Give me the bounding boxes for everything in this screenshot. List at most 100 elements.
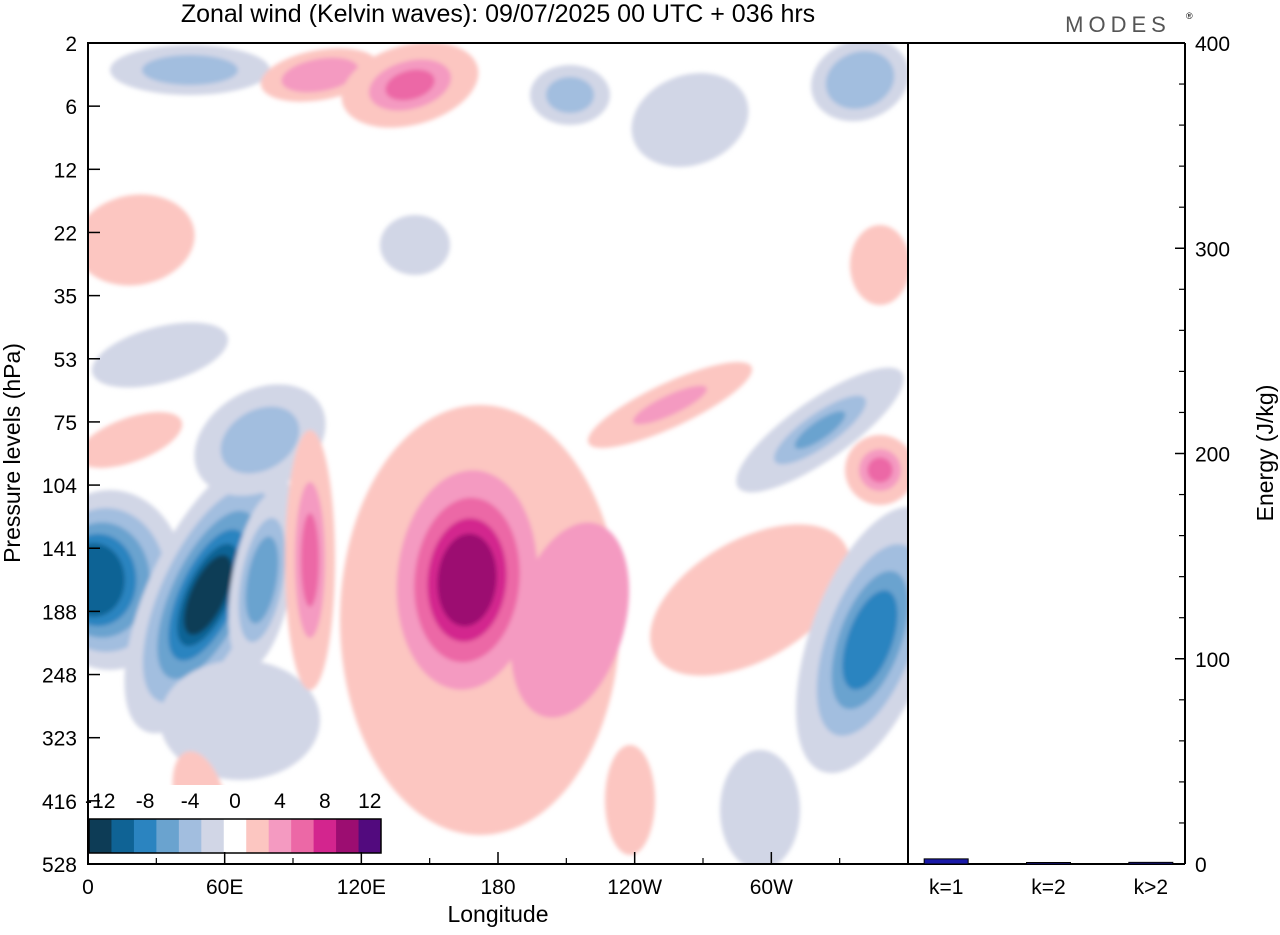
energy-tick-label: 200: [1195, 444, 1230, 467]
pos-190E: [510, 522, 630, 718]
y-tick-label: 248: [42, 665, 77, 688]
pos-band-left-85: [88, 412, 183, 468]
pos-right-mid-band-level: [633, 385, 707, 425]
neg-lower-60W-level: [720, 750, 800, 864]
y-axis: 2 6 12 22 35 53 75 104 141 188 248 323 416 528: [42, 33, 100, 877]
neg-band-top-left-level: [142, 55, 238, 85]
x-tick-label: 180: [480, 876, 515, 899]
bar-category-label: k=1: [929, 876, 963, 899]
y-tick-label: 6: [65, 96, 77, 119]
pos-right-104-level: [867, 457, 893, 483]
pos-top-130E: [341, 43, 479, 128]
neg-top-75W: [631, 72, 749, 168]
energy-tick-label: 100: [1195, 649, 1230, 672]
pos-190E-level: [510, 522, 630, 718]
pos-170E: [396, 470, 538, 690]
contour-field: [88, 43, 908, 864]
x-tick-label: 120W: [607, 876, 662, 899]
pos-right-104: [845, 435, 908, 505]
y-tick-label: 141: [42, 538, 77, 561]
pos-lower-110W-level: [605, 745, 655, 855]
bar-category-label: k=2: [1031, 876, 1065, 899]
energy-bar: [1026, 862, 1071, 865]
pos-band-22-level: [88, 194, 195, 286]
colorbar-swatch: [313, 819, 337, 853]
bar-category-label: k>2: [1134, 876, 1168, 899]
energy-axis-label: Energy (J/kg): [1252, 385, 1278, 522]
colorbar-label: -8: [136, 790, 155, 813]
colorbar-swatch: [178, 819, 202, 853]
neg-top-140W-level: [546, 77, 594, 113]
y-tick-label: 2: [65, 33, 77, 56]
neg-mid-lower-level: [160, 660, 320, 780]
x-axis-label: Longitude: [447, 901, 548, 927]
neg-mid-160E-level: [380, 215, 450, 275]
colorbar-label: -12: [85, 790, 115, 813]
y-tick-label: 323: [42, 728, 77, 751]
neg-greenwich-level: [88, 543, 125, 617]
neg-top-75W-level: [631, 72, 749, 168]
y-tick-label: 75: [54, 412, 77, 435]
x-axis: 0 60E 120E 180 120W 60W: [82, 852, 841, 899]
neg-band-upper-left: [91, 322, 229, 388]
neg-right-descending-level: [794, 411, 846, 449]
colorbar-label: 12: [358, 790, 381, 813]
x-tick-label: 120E: [337, 876, 386, 899]
y-tick-label: 35: [54, 286, 77, 309]
x-tick-label: 60W: [750, 876, 793, 899]
energy-bar: [923, 858, 969, 865]
pos-85E-lower: [285, 430, 335, 690]
colorbar-swatch: [246, 819, 270, 853]
y-tick-label: 104: [42, 475, 77, 498]
y-tick-label: 22: [54, 222, 77, 245]
colorbar-swatch: [111, 819, 135, 853]
pos-band-22: [88, 194, 195, 286]
energy-bar: [1128, 861, 1174, 865]
colorbar-swatch: [291, 819, 315, 853]
pos-top-130E-level: [385, 69, 435, 101]
energy-tick-label: 0: [1195, 854, 1207, 877]
neg-top-right: [811, 43, 908, 122]
colorbar: -12 -8 -4 0 4 8 12: [85, 785, 384, 860]
neg-lower-60W: [720, 750, 800, 864]
neg-band-top-left: [110, 45, 270, 95]
pos-right-lower-level: [650, 524, 850, 676]
colorbar-swatch: [133, 819, 157, 853]
pos-right-22: [850, 225, 908, 305]
colorbar-swatch: [268, 819, 292, 853]
y-axis-label: Pressure levels (hPa): [0, 343, 25, 563]
brand-mark: ®: [1186, 11, 1193, 21]
brand-logo-text: MODES: [1065, 12, 1171, 37]
pos-85E-lower-level: [301, 513, 319, 607]
pos-right-22-level: [850, 225, 908, 305]
neg-60E-core-level: [183, 555, 233, 635]
pos-top-80E-level: [281, 57, 359, 93]
neg-right-lower-level: [842, 590, 898, 690]
energy-axis: 0 100 200 300 400: [1175, 33, 1230, 877]
colorbar-swatch: [156, 819, 180, 853]
neg-right-lower: [796, 506, 908, 774]
y-tick-label: 12: [54, 159, 77, 182]
colorbar-label: -4: [181, 790, 200, 813]
neg-85E-level: [245, 536, 279, 624]
colorbar-swatch: [358, 819, 382, 853]
energy-tick-label: 400: [1195, 33, 1230, 56]
colorbar-swatch: [201, 819, 225, 853]
colorbar-swatch: [223, 819, 247, 853]
y-tick-label: 188: [42, 601, 77, 624]
neg-85E: [228, 491, 296, 669]
y-tick-label: 528: [42, 854, 77, 877]
pos-lower-110W: [605, 745, 655, 855]
y-tick-label: 416: [42, 791, 77, 814]
pos-170E-level: [437, 533, 497, 627]
colorbar-swatch: [89, 819, 112, 853]
colorbar-label: 0: [229, 790, 241, 813]
x-tick-label: 60E: [206, 876, 243, 899]
neg-mid-lower: [160, 660, 320, 780]
neg-right-descending: [736, 367, 904, 493]
pos-band-left-85-level: [88, 412, 183, 468]
y-tick-label: 53: [54, 349, 77, 372]
neg-top-140W: [530, 65, 610, 125]
x-tick-label: 0: [82, 876, 94, 899]
